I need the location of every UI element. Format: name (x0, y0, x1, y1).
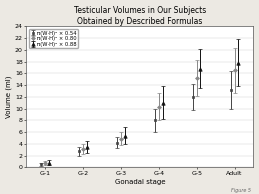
X-axis label: Gonadal stage: Gonadal stage (115, 178, 165, 184)
Title: Testicular Volumes in Our Subjects
Obtained by Described Formulas: Testicular Volumes in Our Subjects Obtai… (74, 6, 206, 26)
Y-axis label: Volume (ml): Volume (ml) (5, 76, 12, 118)
Legend: π(W·H)² × 0.54, π(W·H)² × 0.80, π(W·H)² × 0.88: π(W·H)² × 0.54, π(W·H)² × 0.80, π(W·H)² … (29, 29, 78, 48)
Text: Figure 5: Figure 5 (231, 188, 251, 193)
